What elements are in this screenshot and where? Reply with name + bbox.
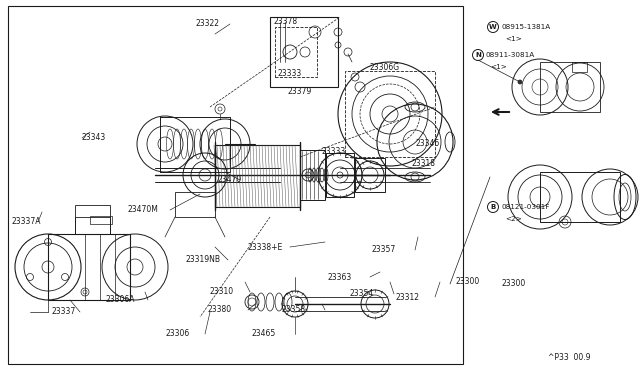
Text: 23378: 23378: [274, 17, 298, 26]
Bar: [8, 6, 463, 364]
Text: 23354: 23354: [350, 289, 374, 298]
Text: B: B: [490, 204, 495, 210]
Text: 23306: 23306: [165, 330, 189, 339]
Bar: [540, 172, 620, 222]
Text: 08915-1381A: 08915-1381A: [501, 24, 550, 30]
Text: 08911-3081A: 08911-3081A: [486, 52, 535, 58]
Bar: [48, 234, 130, 300]
Bar: [572, 62, 587, 72]
Text: 23306G: 23306G: [370, 62, 400, 71]
Bar: [540, 62, 600, 112]
Bar: [355, 158, 385, 192]
Text: 23338+E: 23338+E: [248, 243, 284, 251]
Circle shape: [518, 80, 522, 84]
Text: ^P33  00.9: ^P33 00.9: [548, 353, 591, 362]
Bar: [345, 71, 435, 157]
Text: 23333: 23333: [322, 148, 346, 157]
Text: 23363: 23363: [328, 273, 352, 282]
Bar: [90, 216, 112, 224]
Text: W: W: [489, 24, 497, 30]
Text: 08121-0301F: 08121-0301F: [501, 204, 549, 210]
Bar: [175, 192, 215, 217]
Text: 23306A: 23306A: [105, 295, 134, 305]
Text: 23300: 23300: [455, 278, 479, 286]
Text: 23343: 23343: [82, 134, 106, 142]
Text: 23337A: 23337A: [12, 218, 42, 227]
Text: 23380: 23380: [208, 305, 232, 314]
Text: 23318: 23318: [412, 160, 436, 169]
Text: 23465: 23465: [252, 330, 276, 339]
Text: N: N: [475, 52, 481, 58]
Text: <2>: <2>: [505, 216, 522, 222]
Text: 23357: 23357: [372, 246, 396, 254]
Bar: [215, 145, 300, 207]
Text: 23470M: 23470M: [128, 205, 159, 215]
Text: <1>: <1>: [490, 64, 507, 70]
Bar: [275, 27, 317, 77]
Text: 23300: 23300: [502, 279, 526, 289]
Bar: [326, 153, 354, 197]
Text: 23319NB: 23319NB: [185, 256, 220, 264]
Text: 23333: 23333: [278, 70, 302, 78]
Text: 23312: 23312: [395, 292, 419, 301]
Bar: [300, 150, 325, 200]
Text: 23310: 23310: [210, 288, 234, 296]
Text: 23346: 23346: [415, 140, 439, 148]
Text: 23379: 23379: [288, 87, 312, 96]
Text: 23358: 23358: [282, 305, 306, 314]
Text: 23470: 23470: [218, 176, 243, 185]
Bar: [270, 17, 338, 87]
Text: 23337: 23337: [52, 308, 76, 317]
Text: <1>: <1>: [505, 36, 522, 42]
Text: 23322: 23322: [195, 19, 219, 29]
Bar: [75, 205, 110, 217]
